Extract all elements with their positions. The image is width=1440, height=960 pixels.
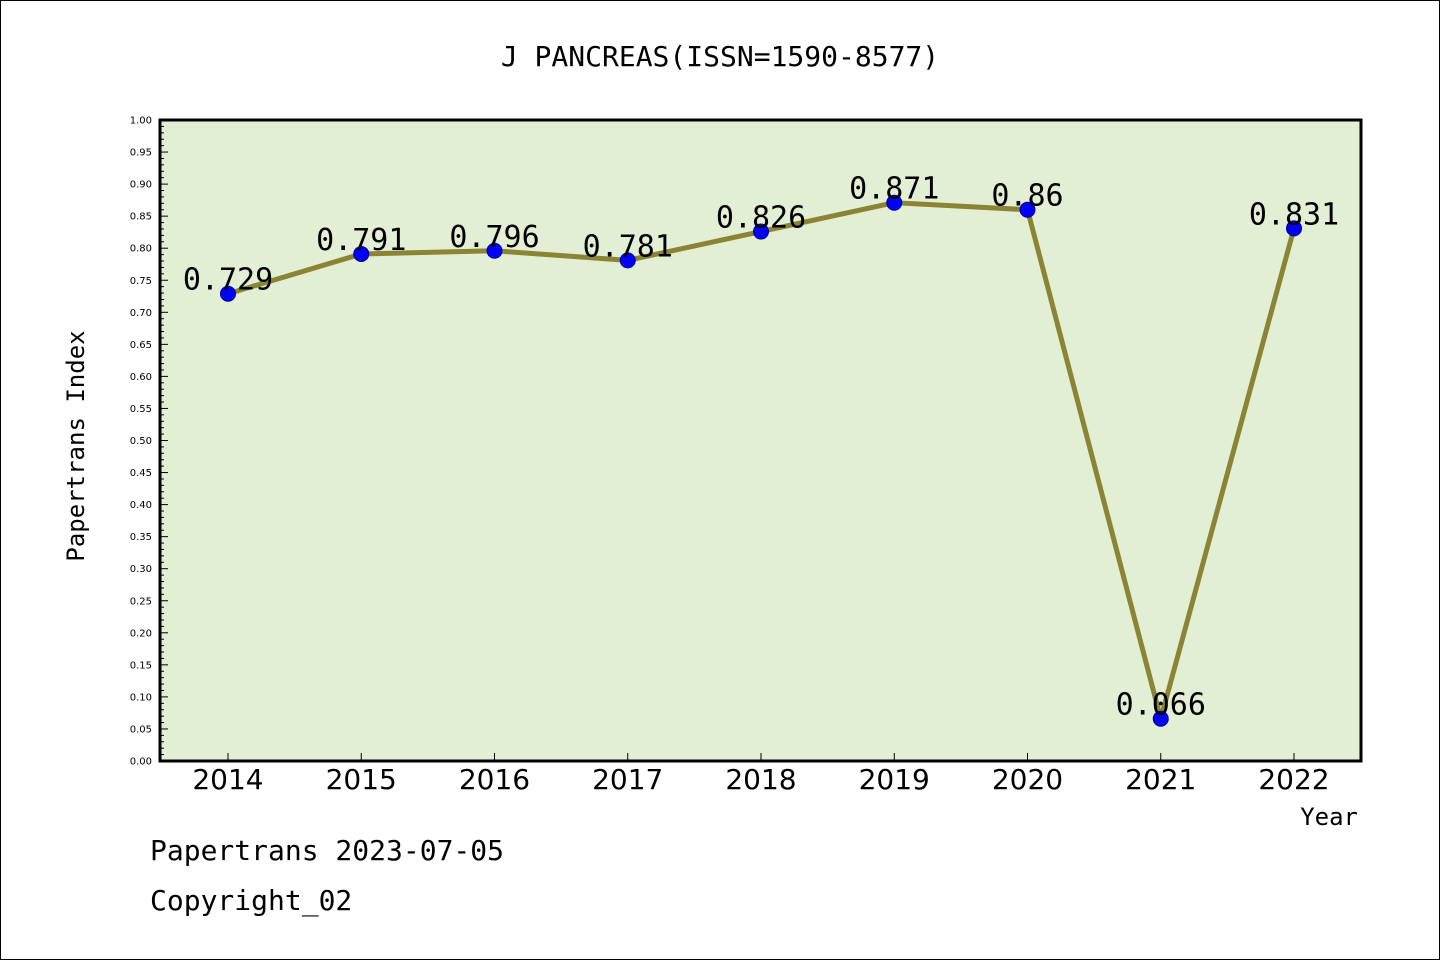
x-tick-label: 2016 (459, 763, 530, 796)
y-tick-label: 0.25 (130, 596, 152, 607)
x-tick-label: 2014 (192, 763, 263, 796)
data-point (486, 242, 503, 259)
x-tick-label: 2021 (1125, 763, 1196, 796)
y-tick-label: 0.75 (130, 276, 152, 287)
y-axis-tick-labels: 0.00 0.05 0.10 0.15 0.20 0.25 0.30 0.35 0.40 0.45… (130, 116, 152, 768)
data-point (1152, 710, 1169, 727)
y-tick-label: 0.85 (130, 212, 152, 223)
y-tick-label: 0.70 (130, 308, 152, 319)
y-axis-title: Papertrans Index (62, 330, 90, 561)
data-markers (220, 194, 1302, 727)
data-label: 0.796 (449, 220, 539, 255)
x-axis-title: Year (1300, 803, 1358, 831)
y-tick-label: 0.35 (130, 532, 152, 543)
data-label: 0.729 (183, 263, 273, 298)
y-tick-label: 0.45 (130, 468, 152, 479)
data-label: 0.066 (1116, 688, 1206, 723)
data-label: 0.86 (991, 179, 1063, 214)
data-point (886, 194, 903, 211)
x-tick-label: 2015 (326, 763, 397, 796)
footer-copyright: Copyright_02 (150, 884, 353, 917)
x-tick-label: 2018 (725, 763, 796, 796)
data-label: 0.831 (1249, 197, 1339, 232)
y-tick-label: 0.95 (130, 148, 152, 159)
y-tick-label: 0.55 (130, 404, 152, 415)
y-tick-label: 0.00 (130, 757, 152, 768)
x-tick-label: 2017 (592, 763, 663, 796)
data-point (753, 223, 769, 240)
x-tick-label: 2022 (1258, 763, 1329, 796)
y-tick-label: 1.00 (130, 116, 152, 127)
data-point (353, 245, 370, 262)
y-tick-label: 0.60 (130, 372, 152, 383)
footer-date: Papertrans 2023-07-05 (150, 834, 505, 867)
x-axis-tick-labels: 2014 2015 2016 2017 2018 2019 2020 2021 2022 (192, 763, 1329, 796)
data-labels: 0.729 0.791 0.796 0.781 0.826 0.871 0.86 0.066 0… (183, 172, 1339, 723)
data-label: 0.791 (316, 223, 406, 258)
data-point (619, 252, 636, 269)
y-tick-label: 0.15 (130, 660, 152, 671)
data-label: 0.871 (849, 172, 939, 207)
y-tick-label: 0.90 (130, 180, 152, 191)
y-tick-label: 0.20 (130, 628, 152, 639)
data-point (1286, 220, 1302, 237)
y-tick-label: 0.80 (130, 244, 152, 255)
chart-title: J PANCREAS(ISSN=1590-8577) (501, 40, 939, 73)
data-point (220, 285, 236, 302)
y-tick-label: 0.10 (130, 692, 152, 703)
x-tick-label: 2019 (859, 763, 930, 796)
y-tick-label: 0.30 (130, 564, 152, 575)
y-axis-ticks (160, 119, 1295, 762)
data-label: 0.781 (583, 229, 673, 264)
y-tick-label: 0.05 (130, 724, 152, 735)
y-tick-label: 0.40 (130, 500, 152, 511)
data-point (1019, 201, 1036, 218)
x-tick-label: 2020 (992, 763, 1063, 796)
y-tick-label: 0.50 (130, 436, 152, 447)
y-tick-label: 0.65 (130, 340, 152, 351)
data-label: 0.826 (716, 201, 806, 236)
